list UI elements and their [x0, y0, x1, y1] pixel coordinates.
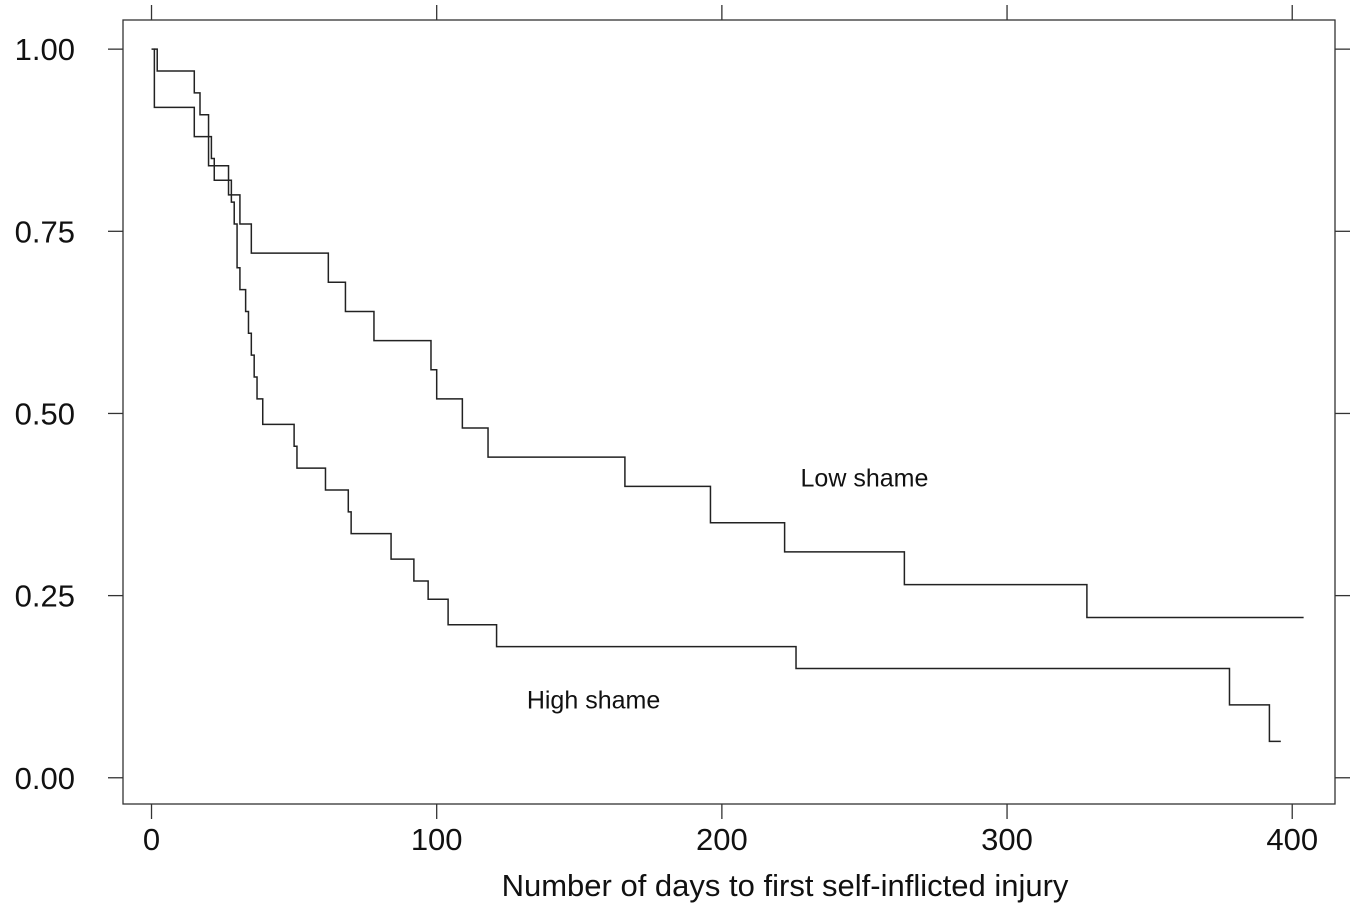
y-tick-label: 0.75 [15, 214, 75, 249]
y-tick-label: 0.50 [15, 396, 75, 431]
y-tick-label: 1.00 [15, 32, 75, 67]
plot-frame [122, 19, 1336, 805]
annotation-high-shame: High shame [527, 687, 660, 715]
x-tick-label: 400 [1266, 822, 1318, 857]
x-tick-label: 200 [696, 822, 748, 857]
series-lines [151, 48, 1304, 743]
y-tick-label: 0.25 [15, 579, 75, 614]
x-tick-label: 300 [981, 822, 1033, 857]
y-tick-label: 0.00 [15, 761, 75, 796]
axis-ticks [108, 5, 1350, 819]
annotation-low-shame: Low shame [801, 464, 929, 492]
x-tick-label: 100 [411, 822, 463, 857]
x-axis-title: Number of days to first self-inflicted i… [502, 868, 1069, 903]
series-low-shame-line [151, 48, 1304, 619]
series-high-shame-line [154, 48, 1281, 743]
axis-tick-labels: 0 100 200 300 400 0.00 0.25 0.50 0.75 1.00 [15, 32, 1318, 857]
x-tick-label: 0 [143, 822, 160, 857]
annotations: Low shame High shame [527, 464, 929, 714]
